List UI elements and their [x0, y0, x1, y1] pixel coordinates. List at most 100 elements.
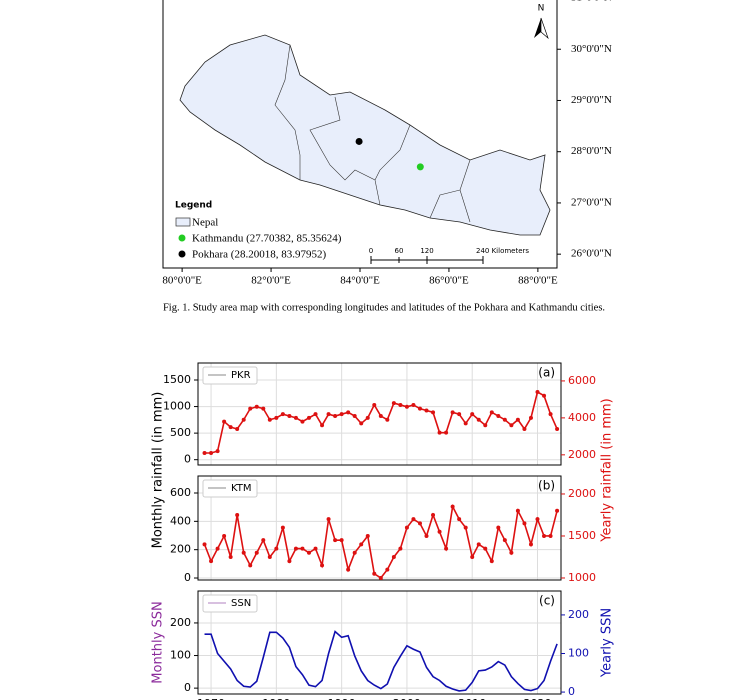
yearly-point	[359, 421, 364, 426]
yearly-point	[346, 410, 351, 415]
yearly-point	[515, 417, 520, 422]
yearly-point	[463, 421, 468, 426]
yearly-point	[372, 402, 377, 407]
yearly-point	[365, 533, 370, 538]
figure-caption: Fig. 1. Study area map with correspondin…	[163, 302, 605, 313]
lat-tick-label: 28°0'0"N	[571, 145, 612, 157]
yearly-point	[528, 415, 533, 420]
yearly-point	[378, 575, 383, 580]
x-tick-label: 1990	[328, 697, 356, 700]
y2-tick-label: 100	[568, 646, 589, 659]
yearly-point	[333, 538, 338, 543]
yearly-point	[235, 426, 240, 431]
yearly-point	[222, 419, 227, 424]
yearly-point	[248, 406, 253, 411]
yearly-point	[496, 525, 501, 530]
yearly-point	[202, 450, 207, 455]
scale-label: 60	[395, 247, 404, 255]
yearly-point	[222, 533, 227, 538]
x-tick-label: 2020	[523, 697, 551, 700]
lat-tick-label: 29°0'0"N	[571, 94, 612, 106]
y-tick-label: 500	[170, 426, 191, 439]
yearly-point	[496, 414, 501, 419]
nepal-outline	[179, 34, 551, 236]
yearly-point	[417, 406, 422, 411]
yearly-point	[535, 517, 540, 522]
scale-label: 240 Kilometers	[476, 247, 529, 255]
legend-label: KTM	[231, 483, 252, 494]
legend-box	[202, 479, 258, 498]
yearly-point	[248, 563, 253, 568]
yearly-point	[313, 546, 318, 551]
yearly-point	[280, 412, 285, 417]
lat-tick-label: 31°0'0"N	[571, 0, 612, 4]
yearly-point	[320, 423, 325, 428]
yearly-point	[274, 546, 279, 551]
y2-tick-label: 2000	[568, 448, 596, 461]
yearly-point	[372, 571, 377, 576]
yearly-point	[241, 550, 246, 555]
panel-label: (a)	[538, 366, 555, 380]
y-tick-label: 0	[184, 681, 191, 694]
yearly-point	[267, 554, 272, 559]
yearly-point	[542, 533, 547, 538]
yearly-point	[359, 542, 364, 547]
yearly-line	[204, 630, 558, 692]
yearly-point	[548, 533, 553, 538]
yearly-point	[411, 402, 416, 407]
yearly-point	[326, 517, 331, 522]
yearly-point	[548, 412, 553, 417]
yearly-point	[535, 390, 540, 395]
yearly-point	[398, 402, 403, 407]
yearly-point	[515, 508, 520, 513]
yearly-point	[404, 404, 409, 409]
yearly-point	[378, 414, 383, 419]
y-tick-label: 1500	[163, 373, 191, 386]
yearly-point	[509, 550, 514, 555]
yearly-point	[437, 430, 442, 435]
yearly-point	[228, 554, 233, 559]
yearly-point	[437, 529, 442, 534]
yearly-point	[300, 419, 305, 424]
y-tick-label: 200	[170, 543, 191, 556]
yearly-point	[339, 412, 344, 417]
yearly-point	[339, 538, 344, 543]
yearly-point	[522, 426, 527, 431]
yearly-point	[209, 450, 214, 455]
yearly-point	[431, 410, 436, 415]
legend-label: PKR	[231, 370, 251, 381]
legend-item: Nepal	[192, 217, 218, 229]
yearly-point	[450, 410, 455, 415]
yearly-point	[391, 554, 396, 559]
lat-tick-label: 27°0'0"N	[571, 196, 612, 208]
lon-tick-label: 82°0'0"E	[251, 275, 291, 287]
yearly-point	[313, 412, 318, 417]
yearly-point	[365, 415, 370, 420]
yearly-point	[476, 417, 481, 422]
x-tick-label: 1970	[197, 697, 225, 700]
y2-tick-label: 0	[568, 685, 575, 698]
scale-label: 120	[420, 247, 433, 255]
yearly-point	[431, 512, 436, 517]
yearly-point	[352, 414, 357, 419]
y-tick-label: 400	[170, 514, 191, 527]
y2-tick-label: 1000	[568, 571, 596, 584]
yearly-point	[404, 525, 409, 530]
yearly-point	[267, 417, 272, 422]
y2-tick-label: 1500	[568, 529, 596, 542]
legend-label: SSN	[231, 598, 251, 609]
yearly-point	[502, 538, 507, 543]
y2-tick-label: 2000	[568, 487, 596, 500]
yearly-point	[385, 417, 390, 422]
province-borders	[274, 44, 471, 223]
yearly-point	[352, 550, 357, 555]
yearly-point	[280, 525, 285, 530]
y2-tick-label: 6000	[568, 374, 596, 387]
y-tick-label: 0	[184, 571, 191, 584]
yearly-point	[254, 404, 259, 409]
lon-tick-label: 88°0'0"E	[518, 275, 558, 287]
yearly-point	[202, 542, 207, 547]
north-arrow	[534, 18, 541, 38]
y-tick-label: 1000	[163, 400, 191, 413]
